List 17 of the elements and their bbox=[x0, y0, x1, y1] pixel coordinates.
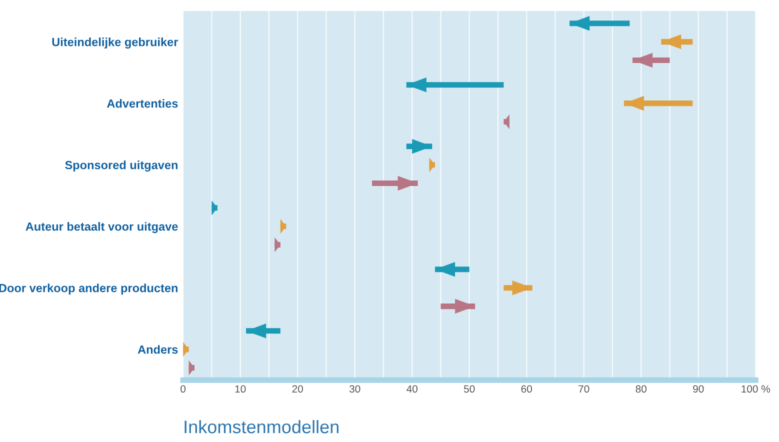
x-tick-label: 20 bbox=[292, 385, 303, 393]
x-tick-label: 0 bbox=[180, 385, 186, 393]
x-tick-label: 80 bbox=[636, 385, 647, 393]
y-tick-label: Advertenties bbox=[106, 99, 178, 108]
x-tick-label: 100 % bbox=[742, 385, 770, 393]
x-tick-label: 10 bbox=[235, 385, 246, 393]
text: Inkomstenmodellen bbox=[184, 420, 338, 434]
y-tick-label: Uiteindelijke gebruiker bbox=[52, 38, 178, 49]
y-tick-label: Sponsored uitgaven bbox=[65, 160, 178, 172]
y-tick-label: Anders bbox=[138, 345, 178, 354]
x-tick-label: 30 bbox=[349, 385, 360, 393]
y-tick-label: Auteur betaalt voor uitgave bbox=[26, 222, 178, 234]
x-tick-label: 70 bbox=[578, 385, 590, 393]
x-tick-label: 40 bbox=[406, 385, 418, 393]
x-tick-label: 60 bbox=[521, 385, 532, 393]
x-tick-label: 50 bbox=[464, 385, 475, 393]
x-tick-label: 90 bbox=[693, 385, 704, 393]
